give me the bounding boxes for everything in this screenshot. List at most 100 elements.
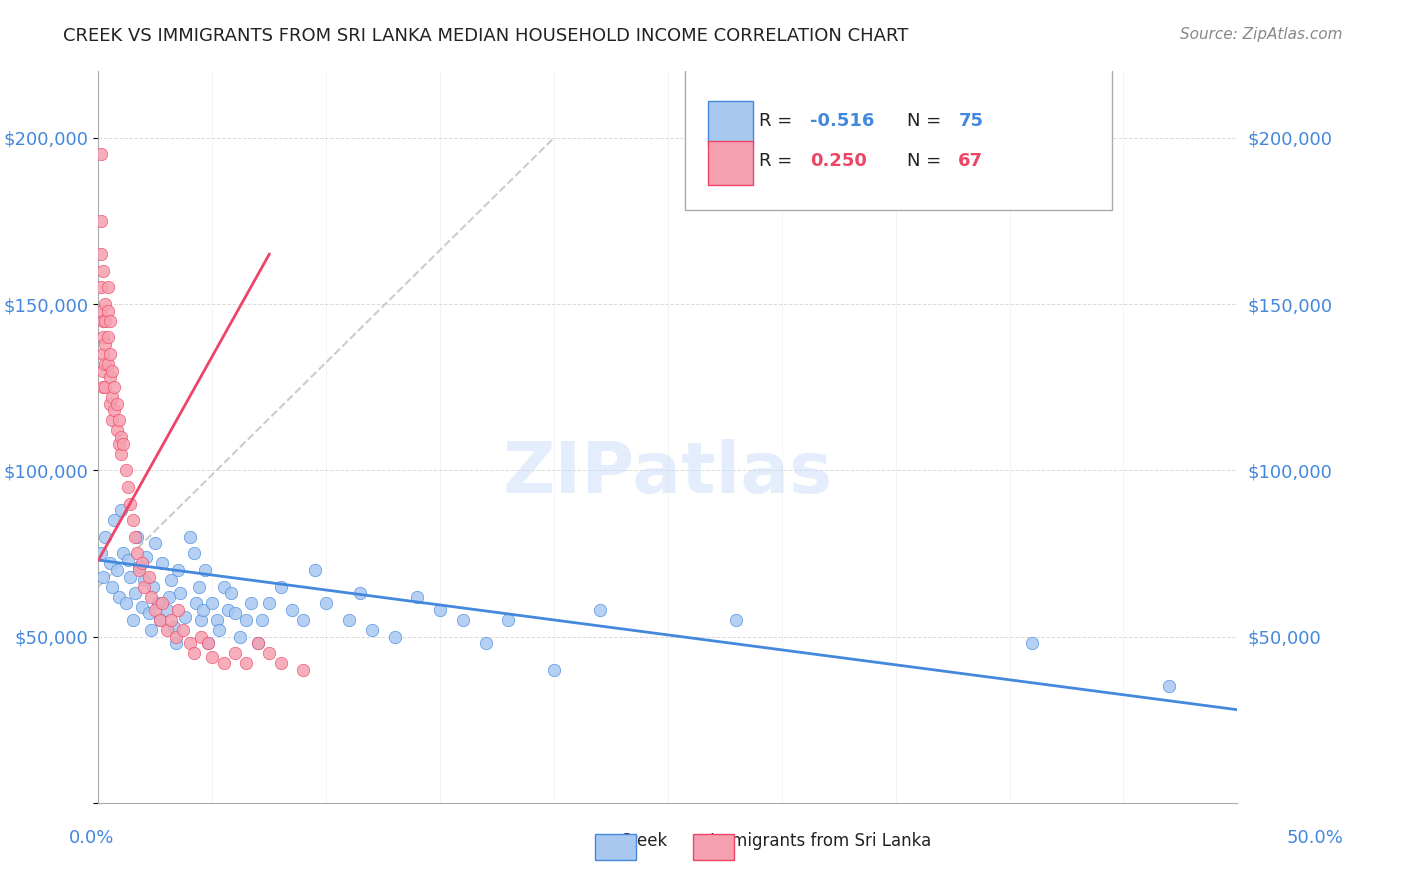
- Point: [91, 264, 114, 278]
- Point: [246, 636, 269, 650]
- Point: [127, 546, 149, 560]
- Text: 75: 75: [959, 112, 983, 130]
- Point: [292, 613, 315, 627]
- Point: [228, 630, 250, 644]
- Point: [101, 363, 124, 377]
- Point: [103, 403, 125, 417]
- Point: [98, 370, 121, 384]
- Point: [91, 380, 114, 394]
- Point: [120, 570, 142, 584]
- Point: [429, 603, 451, 617]
- Point: [91, 314, 114, 328]
- FancyBboxPatch shape: [685, 68, 1112, 211]
- Point: [337, 613, 360, 627]
- Point: [360, 623, 382, 637]
- Text: R =: R =: [759, 153, 799, 170]
- Point: [117, 553, 139, 567]
- Point: [1021, 636, 1043, 650]
- Point: [94, 297, 117, 311]
- Point: [94, 357, 117, 371]
- Text: -0.516: -0.516: [810, 112, 875, 130]
- Point: [190, 613, 212, 627]
- Text: Source: ZipAtlas.com: Source: ZipAtlas.com: [1180, 27, 1343, 42]
- Text: CREEK VS IMMIGRANTS FROM SRI LANKA MEDIAN HOUSEHOLD INCOME CORRELATION CHART: CREEK VS IMMIGRANTS FROM SRI LANKA MEDIA…: [63, 27, 908, 45]
- Point: [110, 503, 132, 517]
- Point: [240, 596, 263, 610]
- Point: [167, 563, 190, 577]
- Point: [101, 390, 124, 404]
- Point: [165, 630, 187, 644]
- Point: [219, 586, 242, 600]
- Point: [105, 424, 128, 438]
- Point: [90, 247, 112, 261]
- Point: [91, 363, 114, 377]
- Point: [146, 596, 169, 610]
- Point: [187, 580, 209, 594]
- Point: [103, 380, 125, 394]
- Point: [98, 557, 121, 571]
- Point: [94, 314, 117, 328]
- Point: [157, 590, 180, 604]
- Point: [149, 613, 172, 627]
- Point: [90, 147, 112, 161]
- Point: [138, 607, 160, 621]
- Point: [94, 337, 117, 351]
- Point: [281, 603, 304, 617]
- Text: R =: R =: [759, 112, 799, 130]
- Point: [112, 546, 135, 560]
- Point: [145, 603, 167, 617]
- Point: [96, 330, 118, 344]
- Point: [304, 563, 326, 577]
- Point: [132, 580, 155, 594]
- Point: [208, 623, 231, 637]
- Point: [201, 596, 224, 610]
- Point: [127, 530, 149, 544]
- Point: [94, 530, 117, 544]
- Point: [131, 599, 153, 614]
- Point: [98, 347, 121, 361]
- Point: [131, 557, 153, 571]
- Point: [190, 630, 212, 644]
- Point: [451, 613, 474, 627]
- Point: [315, 596, 337, 610]
- Point: [197, 636, 219, 650]
- Point: [292, 663, 315, 677]
- Point: [406, 590, 429, 604]
- Point: [139, 623, 162, 637]
- Point: [172, 623, 194, 637]
- Point: [124, 586, 146, 600]
- Text: 50.0%: 50.0%: [1286, 829, 1343, 847]
- FancyBboxPatch shape: [707, 141, 754, 185]
- Text: 0.250: 0.250: [810, 153, 868, 170]
- Point: [217, 603, 239, 617]
- Point: [169, 586, 191, 600]
- Point: [101, 413, 124, 427]
- Point: [96, 280, 118, 294]
- Text: N =: N =: [907, 153, 948, 170]
- Point: [101, 580, 124, 594]
- Point: [183, 546, 205, 560]
- Point: [110, 430, 132, 444]
- Point: [114, 596, 136, 610]
- Point: [121, 513, 143, 527]
- Point: [179, 636, 201, 650]
- Point: [725, 613, 748, 627]
- Point: [105, 397, 128, 411]
- Point: [91, 347, 114, 361]
- Point: [246, 636, 269, 650]
- Point: [98, 397, 121, 411]
- FancyBboxPatch shape: [707, 101, 754, 145]
- Point: [90, 214, 112, 228]
- Point: [174, 609, 197, 624]
- Point: [235, 656, 257, 670]
- Point: [183, 646, 205, 660]
- Point: [128, 559, 150, 574]
- Point: [149, 613, 172, 627]
- Point: [235, 613, 257, 627]
- Point: [108, 436, 131, 450]
- Point: [112, 436, 135, 450]
- Point: [138, 570, 160, 584]
- Text: 0.0%: 0.0%: [69, 829, 114, 847]
- Point: [224, 646, 246, 660]
- Point: [588, 603, 610, 617]
